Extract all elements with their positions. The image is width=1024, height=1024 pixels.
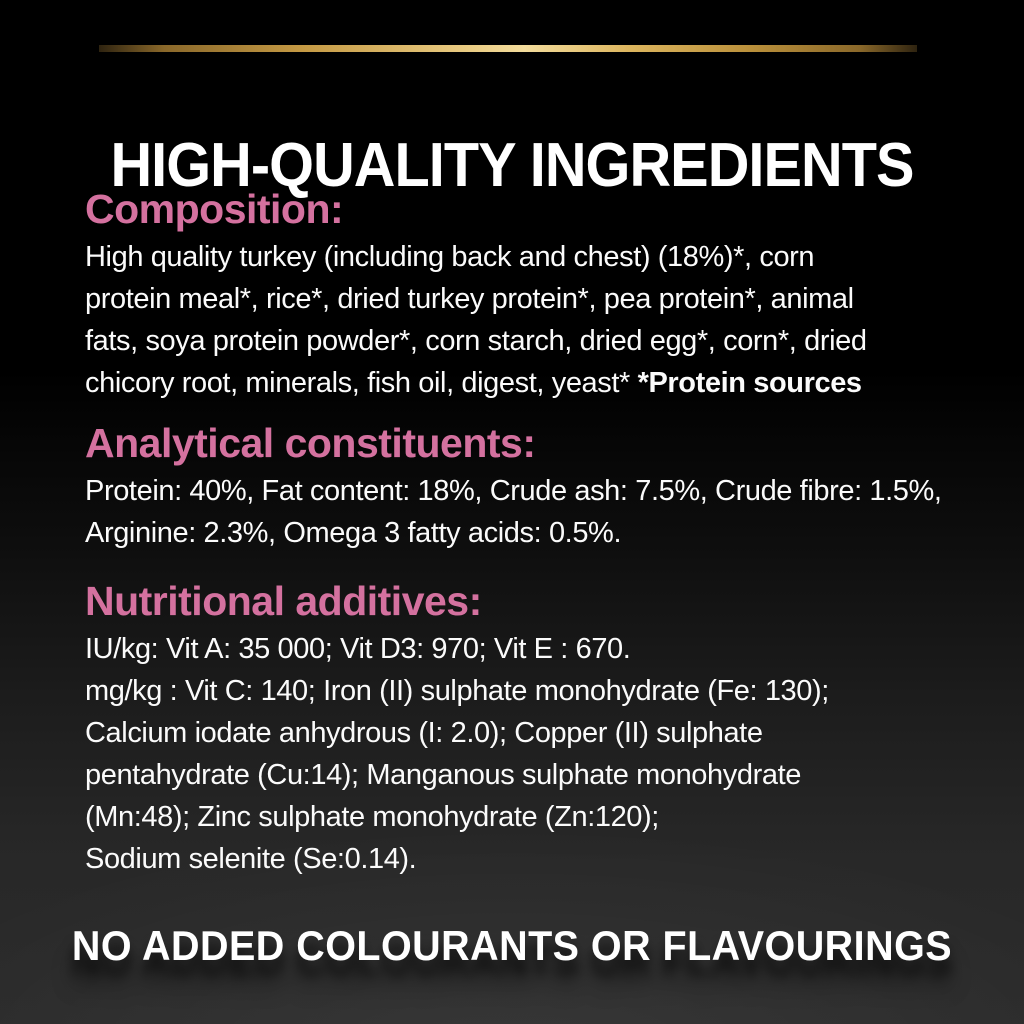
nutritional-additives-section: Nutritional additives: IU/kg: Vit A: 35 … [85,578,975,880]
composition-heading: Composition: [85,186,344,232]
analytical-constituents-body: Protein: 40%, Fat content: 18%, Crude as… [85,475,942,549]
label-content: Composition: High quality turkey (includ… [85,186,975,880]
analytical-constituents-heading: Analytical constituents: [85,420,536,466]
page-title: HIGH-QUALITY INGREDIENTS [110,130,914,200]
nutritional-additives-heading: Nutritional additives: [85,578,482,624]
analytical-constituents-section: Analytical constituents: Protein: 40%, F… [85,420,975,554]
composition-body: High quality turkey (including back and … [85,236,975,404]
footer-banner: NO ADDED COLOURANTS OR FLAVOURINGS [71,922,953,969]
nutritional-additives-body: IU/kg: Vit A: 35 000; Vit D3: 970; Vit E… [85,633,829,875]
protein-sources-note: *Protein sources [637,367,862,399]
composition-text: High quality turkey (including back and … [85,241,867,399]
composition-section: Composition: High quality turkey (includ… [85,186,975,404]
gold-divider [99,45,917,52]
